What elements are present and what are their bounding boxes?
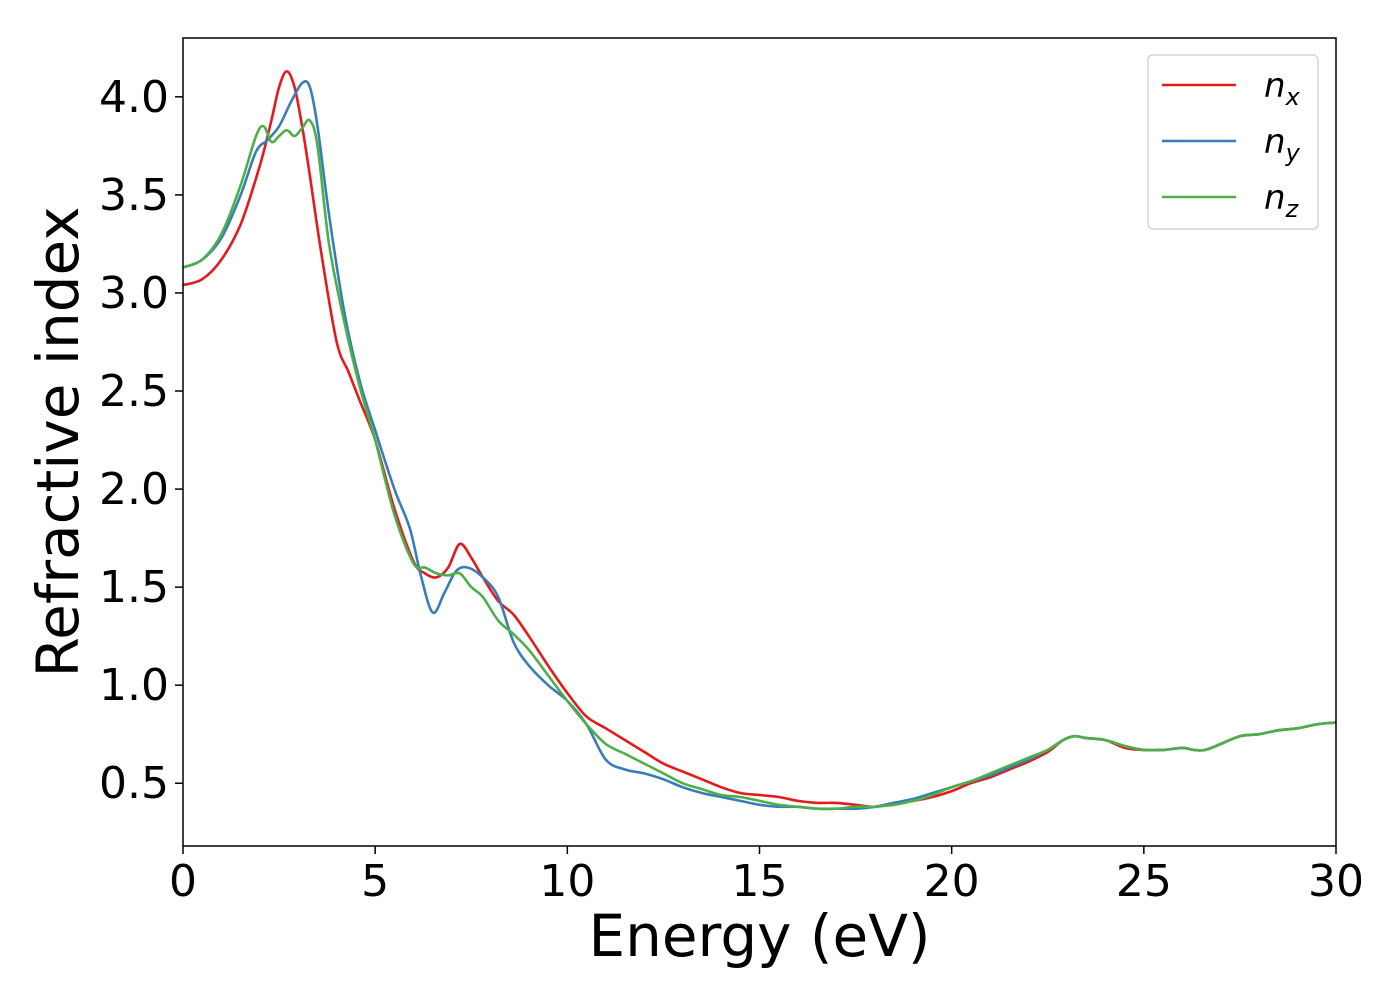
x-tick-label: 30 [1308,856,1364,907]
legend: nx ny nz [1147,54,1319,230]
y-axis-title: Refractive index [24,206,92,677]
legend-label-z: nz [1264,178,1300,223]
x-tick-label: 0 [169,856,197,907]
y-tick-label: 3.5 [99,170,169,221]
series-line-x [183,70,1336,809]
y-tick-label: 2.5 [99,366,169,417]
y-tick-label: 3.0 [99,268,169,319]
y-axis-ticks: 0.5 1.0 1.5 2.0 2.5 3.0 3.5 4.0 [99,72,183,809]
y-tick-label: 4.0 [99,72,169,123]
x-tick-label: 25 [1116,856,1172,907]
y-tick-label: 2.0 [99,464,169,515]
legend-label-y: ny [1264,122,1301,167]
y-tick-label: 0.5 [99,758,169,809]
x-tick-label: 5 [361,856,389,907]
legend-label-x: nx [1264,66,1301,111]
x-tick-label: 20 [924,856,980,907]
x-tick-label: 15 [732,856,788,907]
series-layer [183,70,1336,811]
series-line-z [183,118,1336,811]
x-axis-ticks: 0 5 10 15 20 25 30 [169,846,1364,907]
y-tick-label: 1.0 [99,660,169,711]
y-tick-label: 1.5 [99,562,169,613]
x-tick-label: 10 [539,856,595,907]
x-axis-title: Energy (eV) [588,902,930,970]
